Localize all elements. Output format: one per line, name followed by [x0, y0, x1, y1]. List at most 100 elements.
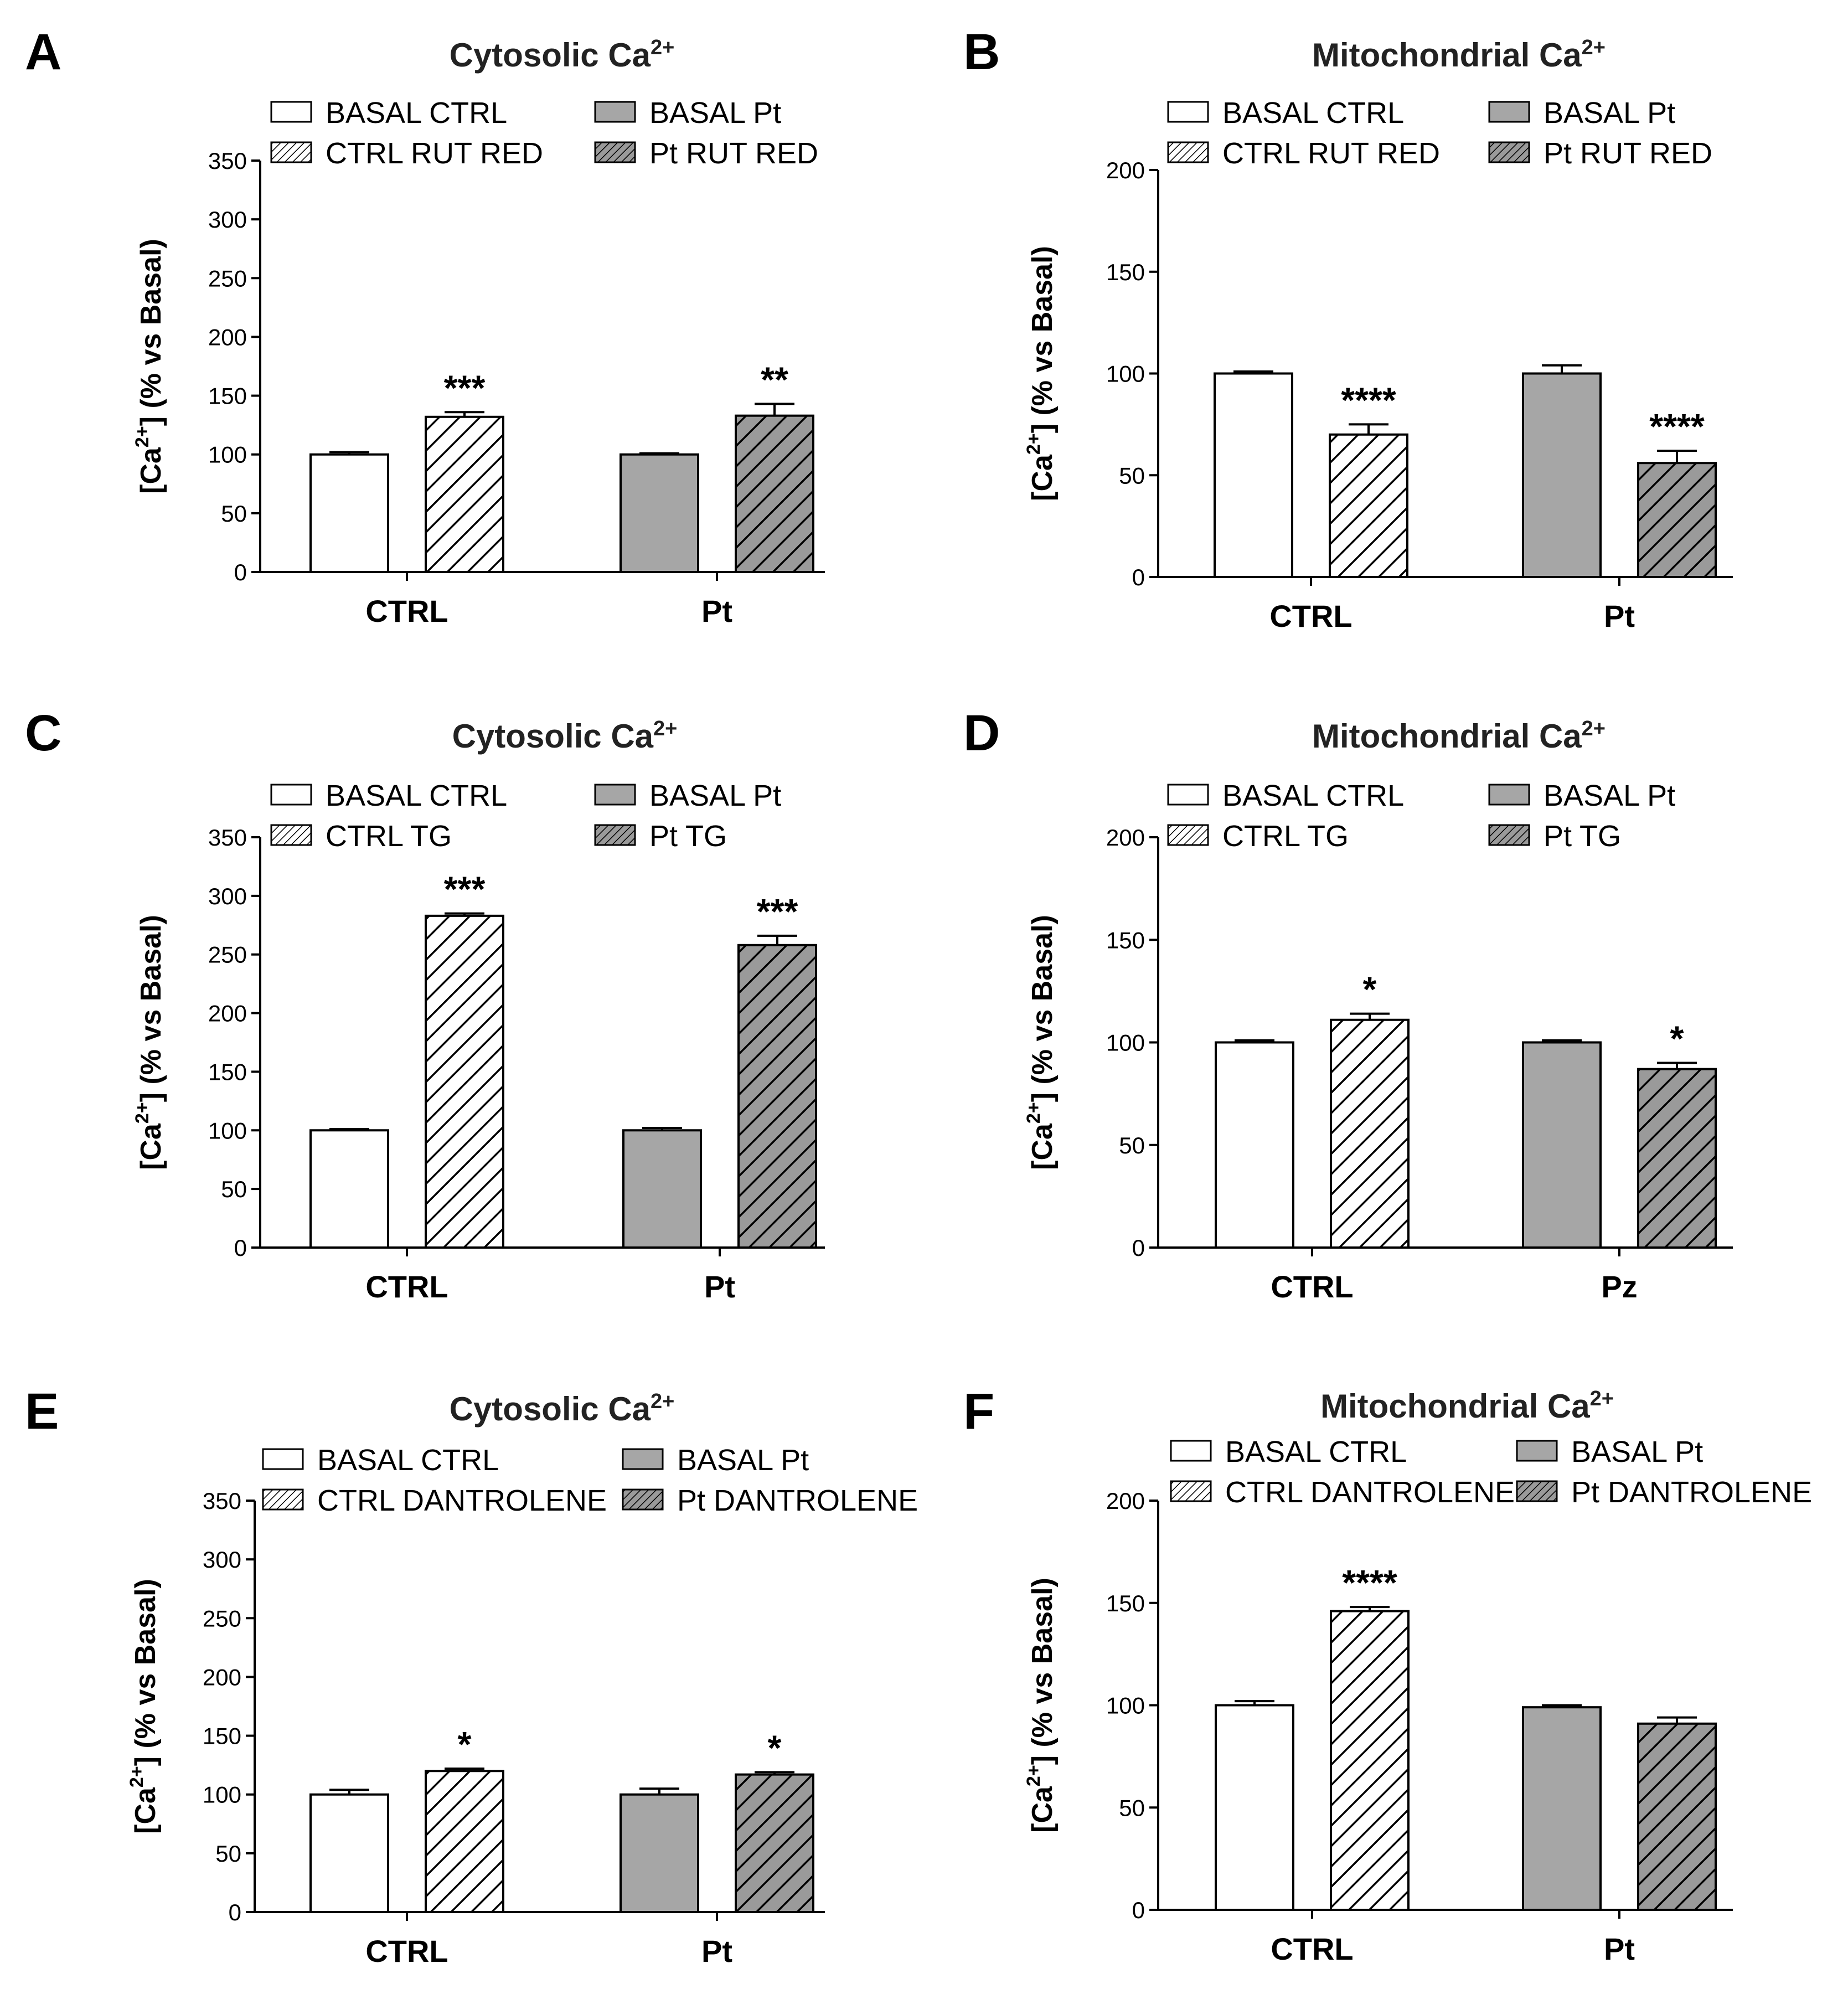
significance-label: *: [1670, 1019, 1684, 1059]
legend-swatch: [622, 1488, 664, 1511]
legend-item: BASAL CTRL: [270, 779, 507, 812]
y-tick-label: 150: [208, 383, 247, 409]
bar: [1522, 1041, 1602, 1249]
panel-b: B Mitochondrial Ca2+ BASAL CTRL BASAL Pt CTR…: [963, 24, 1733, 633]
panel-f: F Mitochondrial Ca2+ BASAL CTRL BASAL Pt CTR…: [963, 1383, 1812, 1966]
y-tick-label: 100: [1106, 1693, 1145, 1719]
bar: [620, 453, 699, 574]
y-axis-label: [Ca2+] (% vs Basal): [1023, 915, 1059, 1170]
legend-label: BASAL CTRL: [326, 779, 507, 812]
bar: [1215, 1041, 1294, 1249]
y-axis-label: [Ca2+] (% vs Basal): [132, 239, 167, 494]
y-tick-label: 150: [203, 1723, 241, 1749]
legend-swatch: [270, 824, 312, 846]
panel-letter: B: [963, 24, 1000, 80]
bar-group: ****: [1329, 380, 1408, 578]
y-tick-label: 50: [1119, 1132, 1145, 1158]
y-tick-label: 200: [1106, 1488, 1145, 1514]
y-tick-label: 200: [203, 1664, 241, 1690]
panel-letter: A: [25, 24, 61, 80]
legend-swatch: [270, 784, 312, 806]
legend-label: Pt DANTROLENE: [1571, 1476, 1812, 1509]
legend-item: BASAL Pt: [594, 96, 781, 130]
legend-label: BASAL CTRL: [1222, 779, 1404, 812]
bar-group: [1637, 1716, 1717, 1911]
panel-letter: E: [25, 1383, 59, 1440]
bar-group: [309, 1789, 389, 1914]
category-label: Pt: [704, 1269, 735, 1304]
y-tick-label: 150: [1106, 1590, 1145, 1616]
y-tick-label: 50: [221, 1176, 247, 1202]
legend-label: CTRL TG: [326, 820, 452, 853]
bar-group: [1522, 364, 1602, 578]
significance-label: ****: [1342, 1563, 1397, 1603]
legend-label: BASAL Pt: [1571, 1435, 1703, 1469]
legend-label: BASAL Pt: [649, 779, 781, 812]
y-tick-label: 350: [203, 1488, 241, 1514]
y-tick-label: 100: [203, 1782, 241, 1808]
bar-group: [620, 452, 699, 574]
y-tick-label: 150: [1106, 259, 1145, 285]
legend-item: CTRL TG: [1167, 820, 1349, 853]
chart-title: Mitochondrial Ca2+: [1312, 36, 1606, 74]
bar: [735, 1773, 814, 1914]
legend-swatch: [1516, 1440, 1558, 1462]
legend-swatch: [594, 824, 636, 846]
legend-label: BASAL Pt: [1544, 779, 1675, 812]
category-label: CTRL: [365, 594, 448, 628]
significance-label: ***: [444, 869, 486, 909]
y-tick-label: 50: [221, 501, 247, 527]
category-label: Pt: [701, 594, 732, 628]
chart-title: Cytosolic Ca2+: [450, 36, 675, 74]
category-label: Pz: [1601, 1269, 1637, 1304]
y-tick-label: 0: [1132, 1235, 1145, 1261]
legend-swatch: [1167, 784, 1209, 806]
legend-item: BASAL CTRL: [262, 1444, 499, 1477]
bar: [737, 944, 817, 1249]
legend-swatch: [594, 141, 636, 163]
significance-label: **: [761, 359, 788, 399]
y-tick-label: 350: [208, 148, 247, 174]
legend-label: BASAL Pt: [1544, 96, 1675, 130]
bar: [309, 453, 389, 574]
legend-item: BASAL CTRL: [1170, 1435, 1407, 1469]
legend-label: BASAL CTRL: [317, 1444, 499, 1477]
legend-item: Pt RUT RED: [1488, 137, 1712, 170]
legend-swatch: [1167, 824, 1209, 846]
legend-item: CTRL RUT RED: [270, 137, 543, 170]
category-label: CTRL: [365, 1934, 448, 1969]
legend-item: BASAL Pt: [1516, 1435, 1703, 1469]
y-tick-label: 100: [1106, 1030, 1145, 1056]
legend-label: BASAL Pt: [649, 96, 781, 130]
legend-swatch: [1167, 141, 1209, 163]
legend-swatch: [1488, 824, 1530, 846]
category-label: Pt: [1604, 1931, 1635, 1966]
legend-item: CTRL DANTROLENE: [1170, 1476, 1515, 1509]
category-label: Pt: [1604, 599, 1635, 633]
bar-group: ****: [1330, 1563, 1410, 1911]
legend-label: BASAL Pt: [677, 1444, 809, 1477]
y-tick-label: 50: [1119, 1795, 1145, 1821]
legend-label: Pt RUT RED: [1544, 137, 1712, 170]
y-tick-label: 0: [234, 559, 247, 585]
bar-group: [1214, 370, 1293, 578]
y-tick-label: 0: [1132, 564, 1145, 590]
bar: [735, 414, 814, 573]
y-axis-label: [Ca2+] (% vs Basal): [1023, 246, 1059, 501]
y-tick-label: 300: [208, 883, 247, 909]
legend-label: Pt DANTROLENE: [677, 1484, 918, 1517]
y-tick-label: 200: [1106, 825, 1145, 851]
chart-title: Cytosolic Ca2+: [450, 1390, 675, 1428]
significance-label: ****: [1649, 406, 1705, 446]
y-tick-label: 300: [208, 207, 247, 233]
legend-label: Pt TG: [649, 820, 727, 853]
category-label: CTRL: [365, 1269, 448, 1304]
y-tick-label: 200: [1106, 157, 1145, 183]
panel-e: E Cytosolic Ca2+ BASAL CTRL BASAL Pt CTRL DA…: [25, 1383, 918, 1969]
bar-group: *: [735, 1728, 814, 1914]
y-tick-label: 150: [208, 1059, 247, 1085]
bar-group: [620, 1787, 699, 1914]
panel-a: A Cytosolic Ca2+ BASAL CTRL BASAL Pt CTRL RU…: [25, 24, 825, 628]
bar-group: [1522, 1039, 1602, 1249]
